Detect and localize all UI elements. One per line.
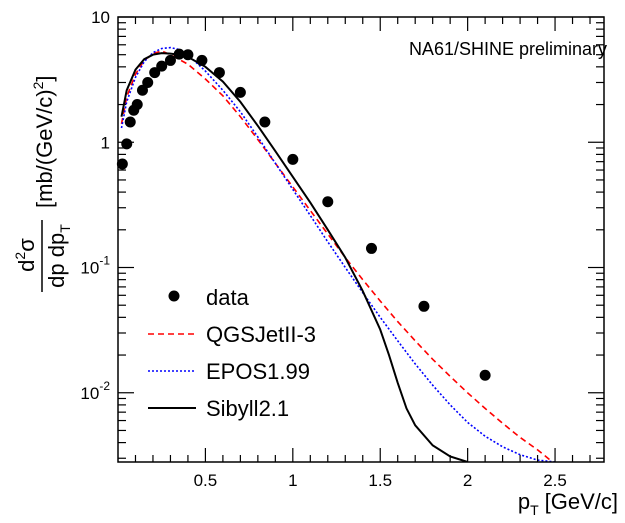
- chart-markers-layer: [116, 48, 491, 381]
- legend: data QGSJetII-3 EPOS1.99 Sibyll2.1: [148, 285, 316, 421]
- svg-text:[mb/(GeV/c)2]: [mb/(GeV/c)2]: [30, 76, 57, 209]
- data-point: [164, 54, 176, 66]
- annotation-label: NA61/SHINE preliminary: [409, 39, 607, 59]
- data-point: [259, 116, 271, 128]
- legend-label: EPOS1.99: [206, 359, 310, 384]
- data-point: [136, 84, 148, 96]
- x-tick-label: 2: [463, 471, 472, 490]
- x-axis-label: pT [GeV/c]: [518, 489, 618, 518]
- series-line-epos1-99: [120, 46, 556, 462]
- data-point: [234, 86, 246, 98]
- series-line-sibyll2-1: [120, 52, 468, 462]
- legend-label: Sibyll2.1: [206, 396, 289, 421]
- chart-series-layer: [120, 46, 556, 462]
- data-point: [287, 153, 299, 165]
- data-point: [365, 242, 377, 254]
- x-tick-label: 2.5: [543, 471, 567, 490]
- series-line-qgsjetii-3: [120, 50, 554, 462]
- data-point: [124, 116, 136, 128]
- y-tick-label: 10-1: [80, 254, 110, 278]
- x-tick-label: 0.5: [194, 471, 218, 490]
- data-point: [131, 99, 143, 111]
- x-tick-label: 1: [288, 471, 297, 490]
- svg-text:d2σ: d2σ: [12, 238, 39, 272]
- y-tick-label: 10: [91, 8, 110, 27]
- chart-axes-layer: 0.5 1 1.5 2 2.5 10 1 10-1 10-2: [80, 8, 604, 490]
- data-point: [142, 76, 154, 88]
- data-point: [156, 60, 168, 72]
- data-point: [121, 138, 133, 150]
- plot-frame: [117, 16, 605, 463]
- legend-label: data: [206, 285, 250, 310]
- data-point: [479, 369, 491, 381]
- y-tick-label: 1: [101, 133, 110, 152]
- data-point: [196, 54, 208, 66]
- data-point: [173, 48, 185, 60]
- data-point: [213, 67, 225, 79]
- legend-label: QGSJetII-3: [206, 322, 316, 347]
- data-point: [149, 67, 161, 79]
- svg-text:dp dpT: dp dpT: [44, 224, 73, 288]
- y-axis-label: d2σ dp dpT [mb/(GeV/c)2]: [12, 76, 73, 292]
- data-point: [182, 49, 194, 61]
- legend-marker: [168, 290, 180, 302]
- data-point: [322, 196, 334, 208]
- data-point: [418, 300, 430, 312]
- y-tick-label: 10-2: [80, 379, 110, 403]
- x-tick-label: 1.5: [368, 471, 392, 490]
